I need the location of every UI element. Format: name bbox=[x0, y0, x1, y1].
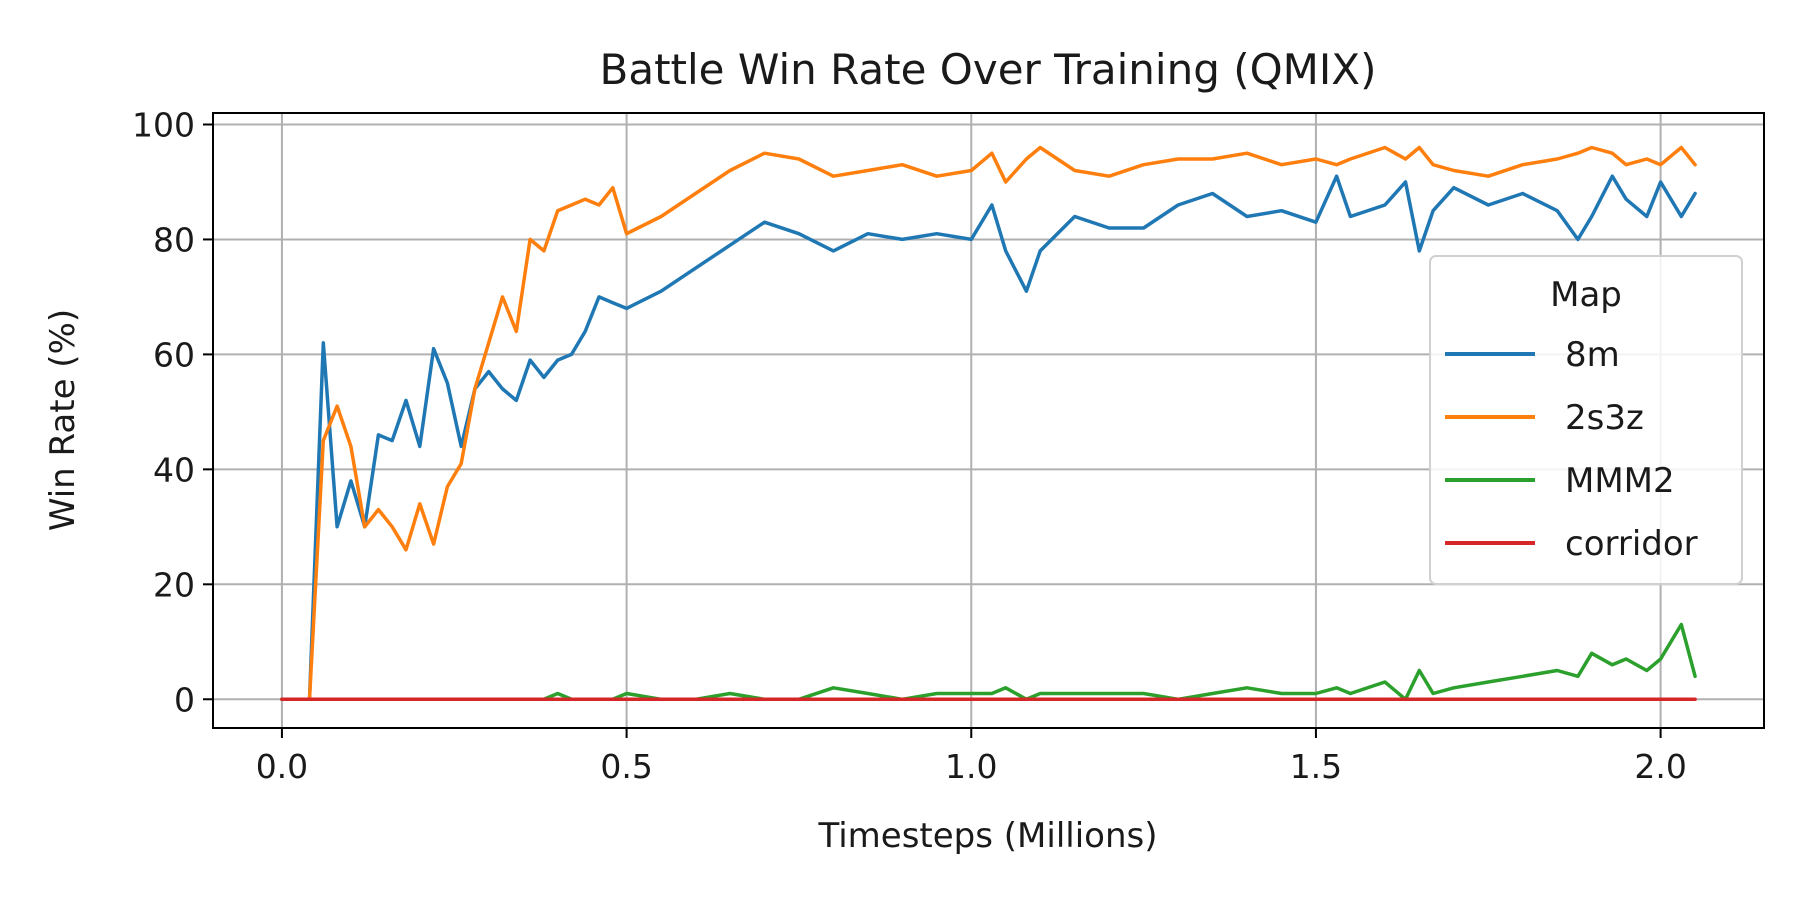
x-tick-label: 1.0 bbox=[945, 747, 997, 786]
axis-ticks: 0.0 0.5 1.0 1.5 2.0 0 20 40 60 80 100 bbox=[132, 105, 1687, 786]
plot-frame bbox=[212, 112, 1765, 729]
series-lines bbox=[280, 145, 1697, 702]
y-tick-label: 20 bbox=[153, 565, 195, 604]
chart-title: Battle Win Rate Over Training (QMIX) bbox=[600, 45, 1377, 94]
y-tick-label: 60 bbox=[153, 335, 195, 374]
legend-label-8m: 8m bbox=[1565, 335, 1620, 375]
legend-title: Map bbox=[1550, 275, 1622, 315]
series-line-2s3z bbox=[280, 145, 1697, 702]
series-line-8m bbox=[280, 174, 1697, 702]
x-tick-label: 0.0 bbox=[256, 747, 308, 786]
legend: Map 8m 2s3z MMM2 corridor bbox=[1429, 255, 1743, 585]
x-tick-label: 2.0 bbox=[1634, 747, 1686, 786]
legend-label-corridor: corridor bbox=[1565, 524, 1698, 564]
series-line-mmm2 bbox=[280, 622, 1697, 702]
y-tick-label: 0 bbox=[174, 680, 195, 719]
legend-label-2s3z: 2s3z bbox=[1565, 398, 1644, 438]
legend-label-mmm2: MMM2 bbox=[1565, 461, 1675, 501]
x-tick-label: 1.5 bbox=[1290, 747, 1342, 786]
y-tick-label: 100 bbox=[132, 105, 195, 144]
y-axis-label: Win Rate (%) bbox=[43, 309, 83, 531]
x-tick-label: 0.5 bbox=[600, 747, 652, 786]
y-tick-label: 40 bbox=[153, 450, 195, 489]
x-axis-label: Timesteps (Millions) bbox=[818, 816, 1158, 856]
y-tick-label: 80 bbox=[153, 220, 195, 259]
legend-box bbox=[1429, 255, 1743, 585]
